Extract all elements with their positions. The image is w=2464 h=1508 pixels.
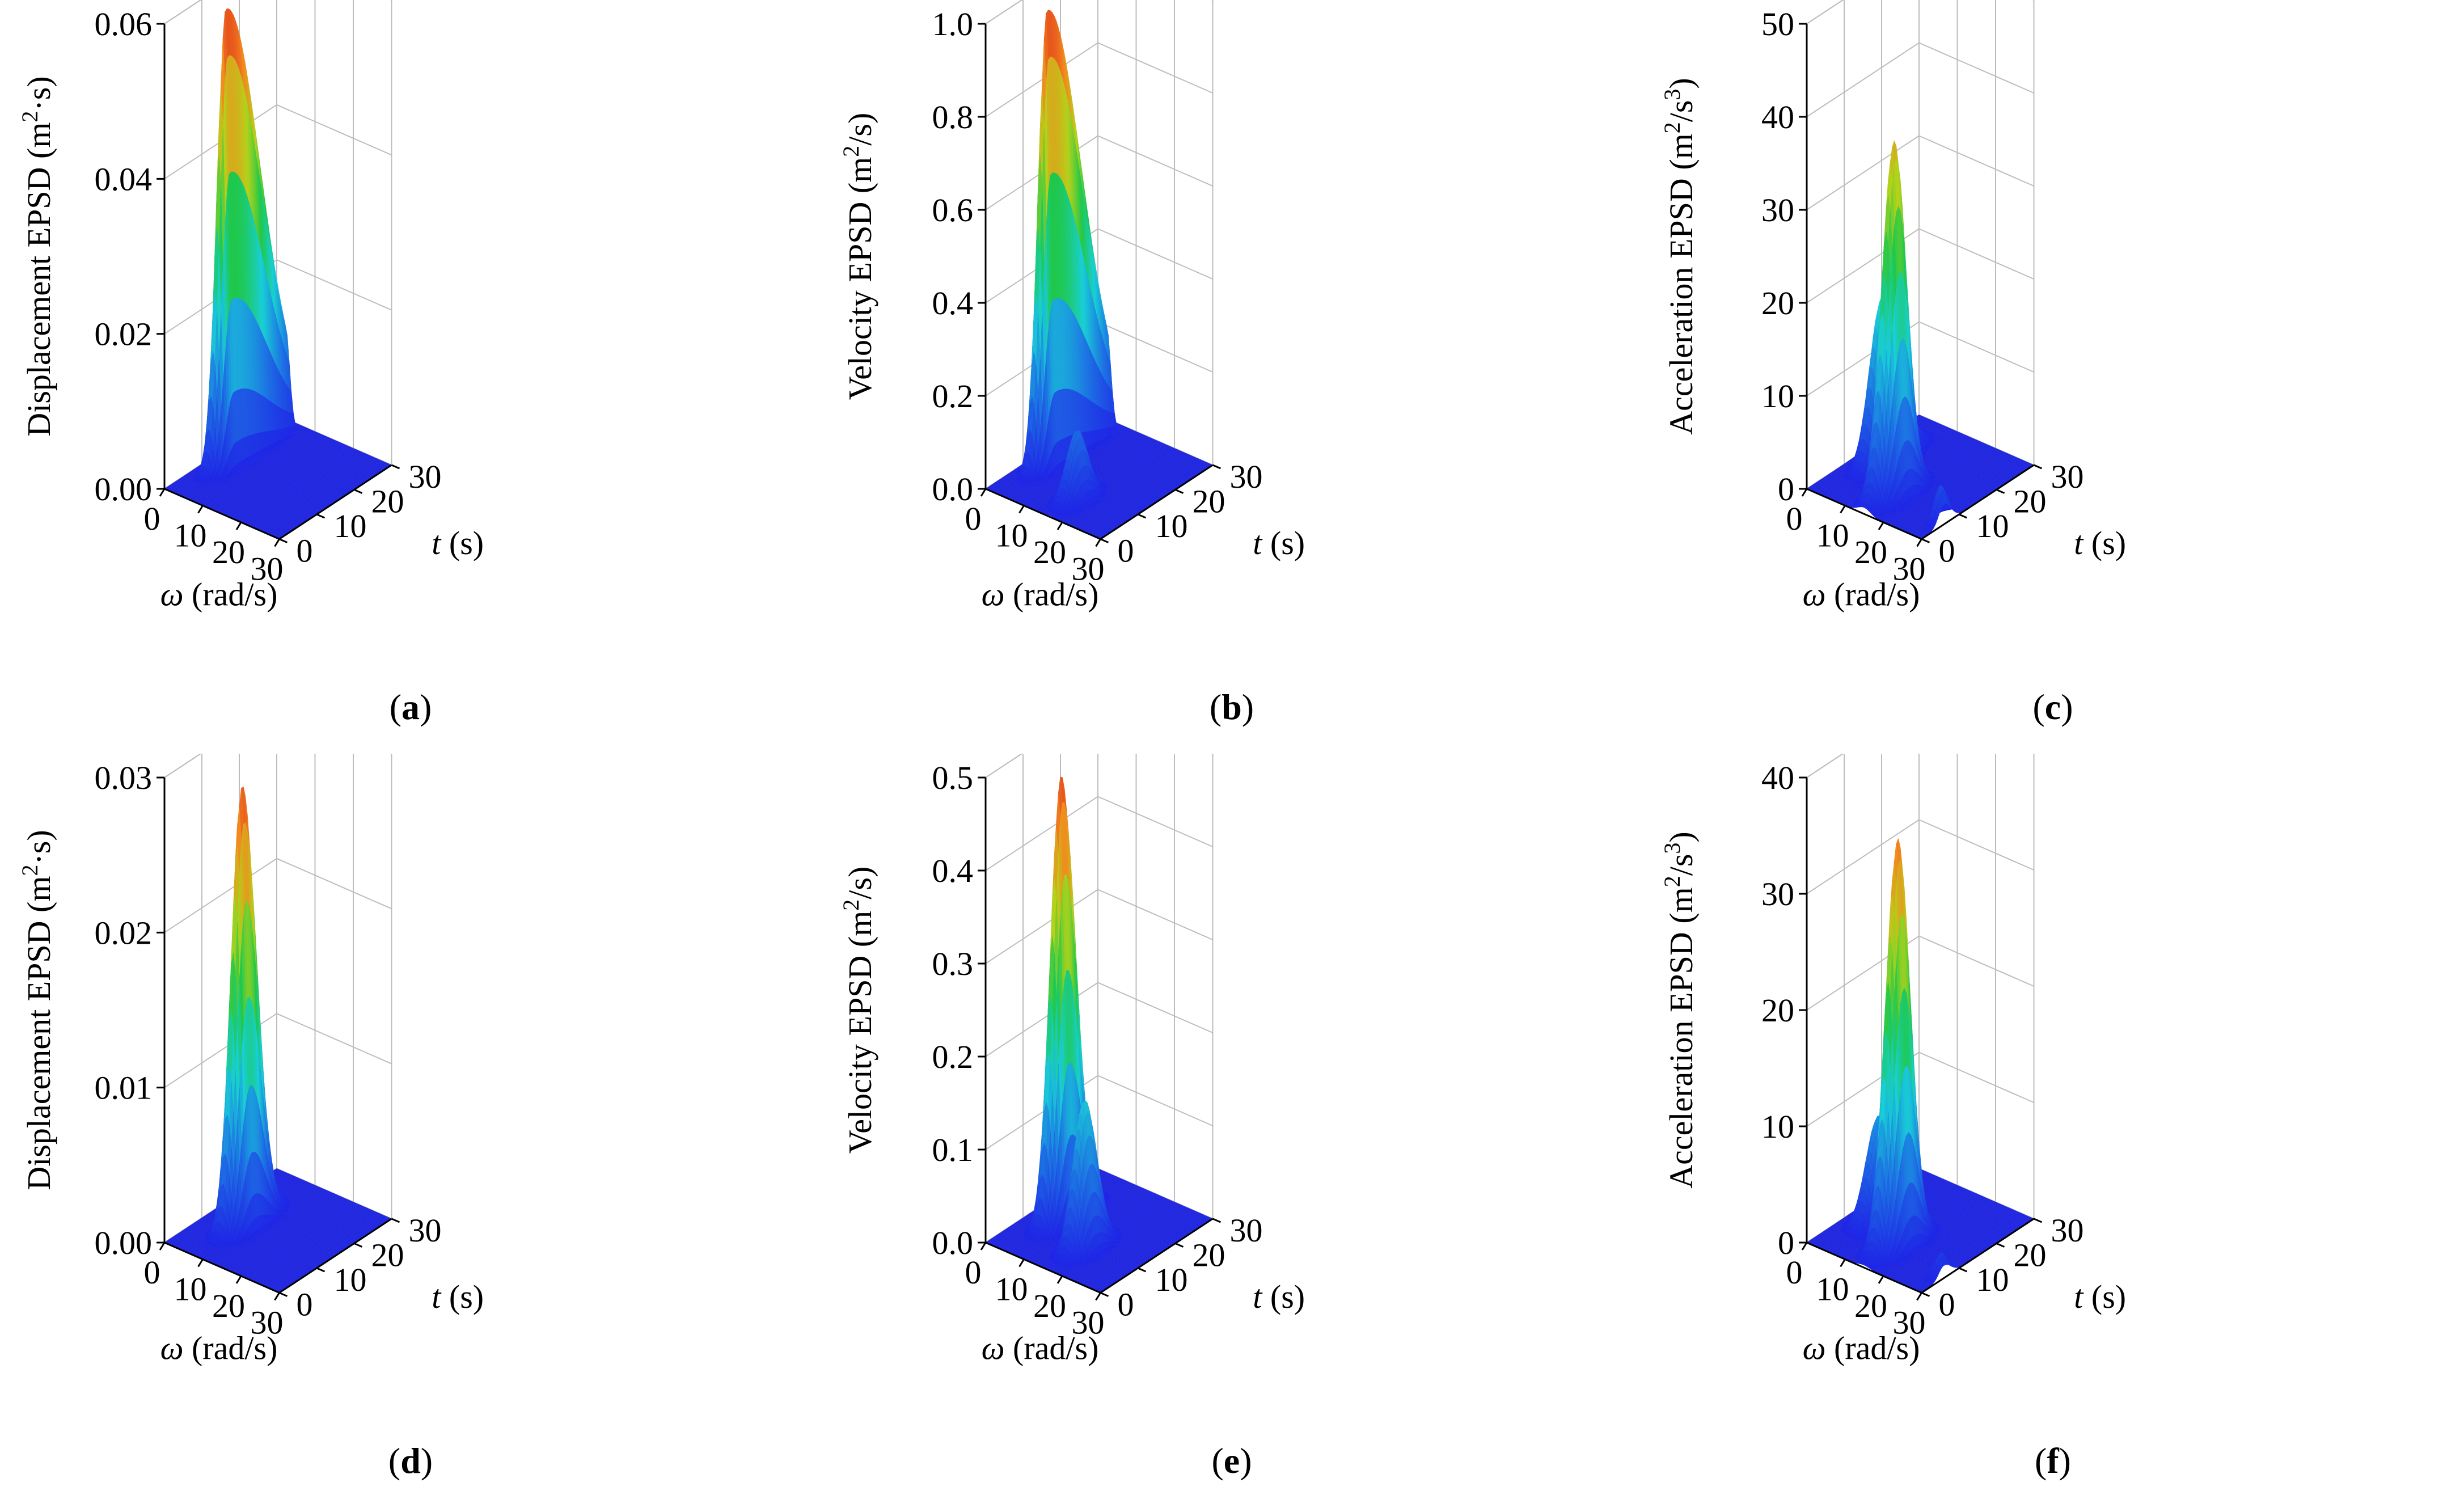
right-back-wall <box>276 0 392 466</box>
omega-tick-mark <box>197 505 204 514</box>
t-tick-label: 0 <box>297 533 313 569</box>
z-tick-label: 0.02 <box>95 316 153 353</box>
t-tick-label: 30 <box>409 458 442 495</box>
omega-axis-title: ω (rad/s) <box>160 576 278 613</box>
t-tick-mark <box>278 538 288 543</box>
omega-tick-mark <box>274 538 280 547</box>
t-tick-mark <box>391 464 400 470</box>
panel-a: 0.00 0.02 0.04 0.06 0 10 20 30 0 10 20 30 Displaceme… <box>0 0 821 754</box>
t-tick-label: 10 <box>334 508 367 544</box>
panel-b: 0.0 0.2 0.4 0.6 0.8 1.0 0 10 20 30 0 10 20 30 Velocity… <box>821 0 1642 754</box>
omega-tick-mark <box>159 488 166 497</box>
surface <box>164 7 392 539</box>
z-tick-label: 0.04 <box>95 160 153 197</box>
t-symbol: t <box>432 525 442 561</box>
z-title-unit: ·s) <box>20 76 57 111</box>
omega-unit: (rad/s) <box>184 576 278 613</box>
omega-tick-label: 0 <box>144 500 160 537</box>
chart-b: 0.00.20.40.60.81.00 10 20 30 0102030Velocity… <box>838 0 1305 613</box>
omega-symbol: ω <box>160 576 184 613</box>
omega-tick-label: 10 <box>174 517 207 554</box>
z-title-text: Displacement EPSD (m <box>20 123 57 437</box>
t-tick-mark <box>316 513 326 519</box>
omega-tick-label: 30 <box>251 551 284 588</box>
z-title-sup: 2 <box>17 111 43 123</box>
z-axis-title: Displacement EPSD (m2·s) <box>17 76 57 436</box>
t-axis-title: t (s) <box>432 525 484 561</box>
t-unit: (s) <box>441 525 484 561</box>
z-tick-label: 0.06 <box>95 6 153 43</box>
caption-a: (a) <box>389 687 432 727</box>
omega-tick-mark <box>235 522 242 530</box>
t-tick-label: 20 <box>371 483 404 520</box>
right-back-wall <box>1097 0 1214 466</box>
omega-tick-label: 20 <box>212 534 245 571</box>
omega-axis-line <box>164 488 280 540</box>
z-tick-label: 0.00 <box>95 471 153 508</box>
t-tick-mark <box>353 489 363 494</box>
t-axis-line <box>278 464 392 540</box>
chart-a: 0.000.020.040.060 10 20 30 0102030Displaceme… <box>17 0 484 613</box>
